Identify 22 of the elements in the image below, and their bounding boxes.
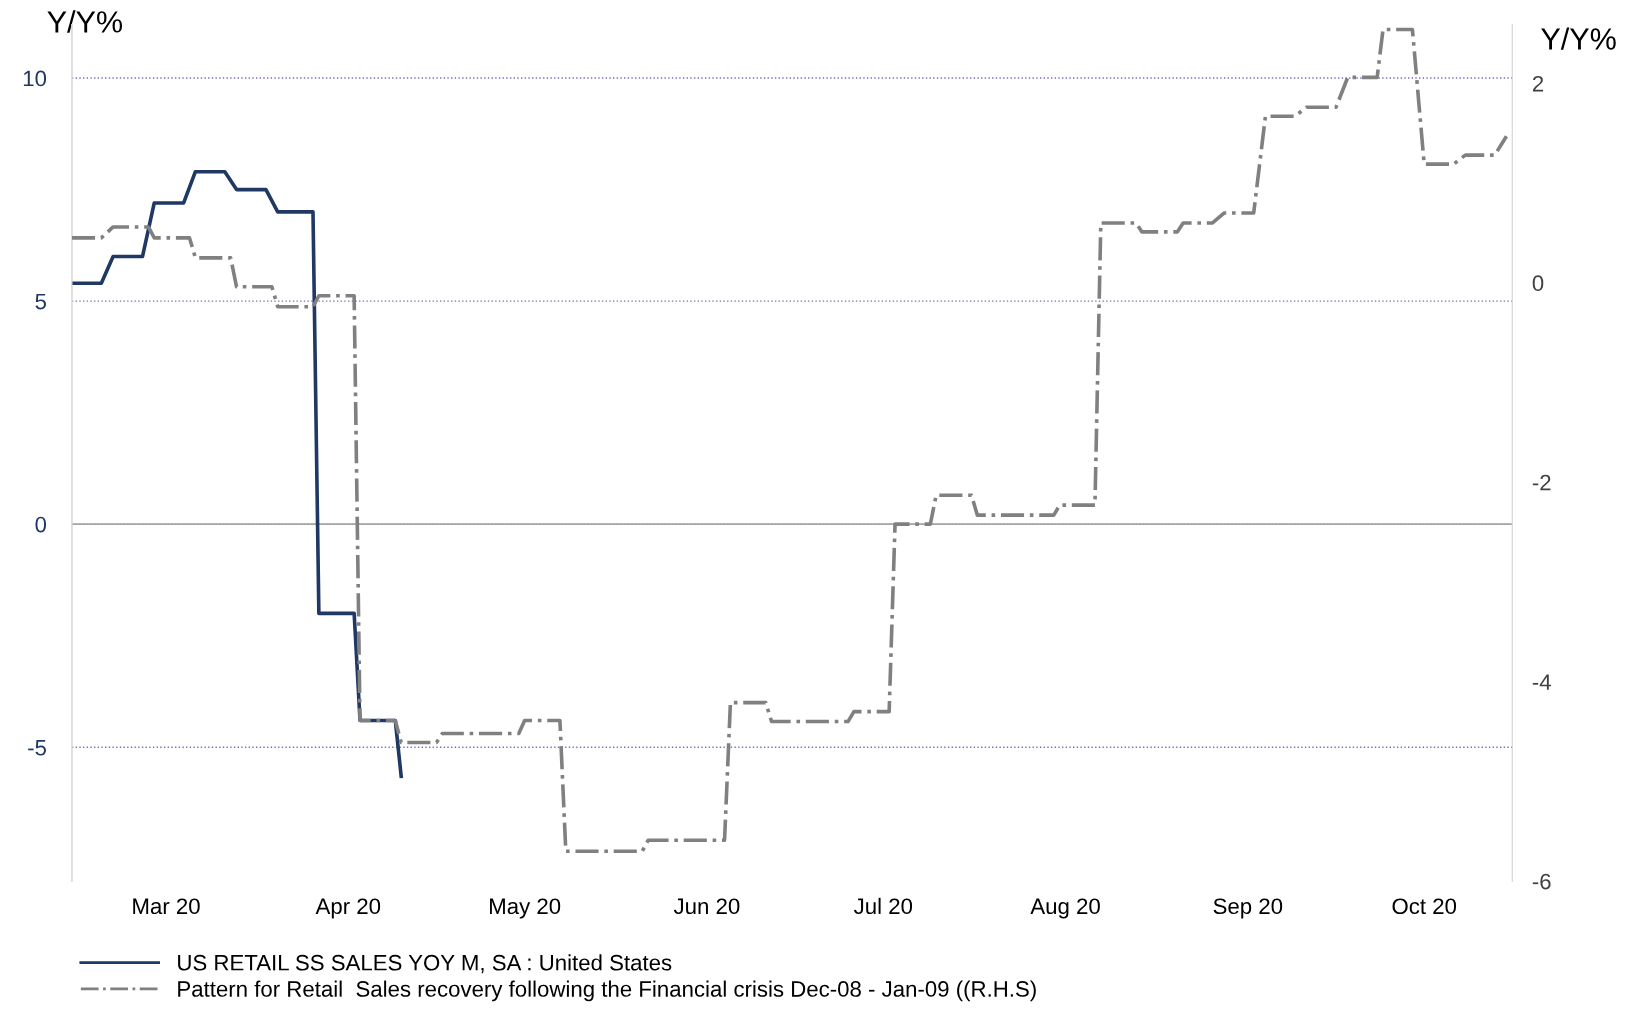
y-axis-title: Y/Y%	[47, 10, 123, 33]
x-tick-label: Jul 20	[853, 897, 913, 915]
line-series	[71, 169, 403, 779]
y2-tick-label: 0	[1532, 275, 1544, 292]
y-tick-label: 0	[35, 516, 47, 533]
y2-axis-title: Y/Y%	[1541, 27, 1616, 50]
x-tick-label: Aug 20	[1030, 898, 1100, 919]
y2-tick-label: 2	[1532, 75, 1544, 92]
y2-tick-label: -2	[1532, 474, 1551, 491]
x-tick-label: Oct 20	[1392, 898, 1457, 915]
x-tick-label: May 20	[490, 898, 561, 919]
y2-tick-label: -6	[1532, 873, 1551, 890]
x-tick-label: Jun 20	[673, 898, 740, 915]
x-tick-label: Sep 20	[1213, 898, 1283, 919]
x-tick-label: Mar 20	[133, 898, 200, 915]
x-tick-label: Apr 20	[315, 898, 381, 919]
y-tick-label: 5	[35, 293, 47, 310]
y-tick-label: -5	[28, 740, 47, 756]
y-tick-label: 10	[23, 70, 47, 87]
legend-label: Pattern for Retail Sales recovery following the Financial crisis Dec-08 - Jan-09 ((R.H.S)	[178, 980, 1036, 1002]
legend-label: US RETAIL SS SALES YOY M, SA : United States	[178, 954, 672, 974]
y2-tick-label: -4	[1532, 674, 1551, 690]
